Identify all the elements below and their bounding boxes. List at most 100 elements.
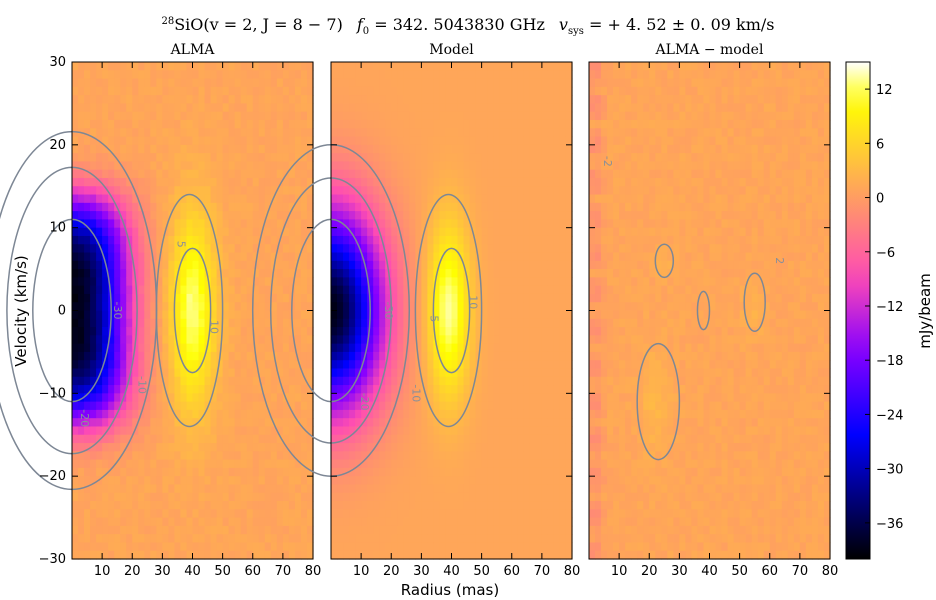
heatmap-cell (162, 525, 170, 535)
heatmap-cell (343, 517, 350, 527)
heatmap-cell (156, 501, 163, 510)
heatmap-cell (240, 252, 248, 262)
heatmap-cell (505, 86, 513, 96)
heatmap-cell (240, 368, 248, 378)
heatmap-cell (138, 492, 145, 502)
heatmap-cell (481, 136, 489, 146)
heatmap-cell (547, 492, 555, 502)
heatmap-cell (427, 385, 435, 394)
heatmap-cell (120, 443, 127, 452)
heatmap-cell (499, 235, 507, 245)
heatmap-cell (361, 153, 368, 162)
heatmap-cell (529, 95, 537, 105)
heatmap-cell (306, 302, 314, 312)
heatmap-cell (294, 409, 302, 419)
heatmap-cell (541, 351, 549, 361)
heatmap-cell (589, 492, 596, 502)
heatmap-cell (385, 277, 392, 287)
heatmap-cell (78, 302, 85, 312)
heatmap-cell (409, 327, 416, 336)
heatmap-cell (439, 385, 447, 394)
heatmap-cell (96, 368, 103, 378)
heatmap-cell (409, 70, 416, 80)
heatmap-cell (379, 509, 386, 519)
heatmap-cell (264, 144, 272, 154)
heatmap-cell (493, 343, 501, 353)
heatmap-cell (445, 467, 453, 477)
heatmap-cell (138, 525, 145, 535)
heatmap-cell (505, 269, 513, 278)
heatmap-cell (180, 434, 188, 444)
heatmap-cell (553, 509, 561, 519)
heatmap-cell (373, 211, 380, 220)
heatmap-cell (120, 211, 127, 220)
heatmap-cell (337, 360, 344, 370)
heatmap-cell (493, 351, 501, 361)
heatmap-cell (72, 260, 79, 270)
heatmap-cell (132, 509, 139, 519)
heatmap-cell (252, 111, 260, 121)
heatmap-cell (246, 202, 254, 212)
heatmap-cell (343, 194, 350, 204)
heatmap-cell (96, 211, 103, 220)
heatmap-cell (385, 302, 392, 312)
heatmap-cell (168, 418, 176, 428)
heatmap-cell (300, 385, 308, 394)
heatmap-cell (294, 119, 302, 129)
heatmap-cell (288, 70, 296, 80)
heatmap-cell (457, 327, 465, 336)
heatmap-cell (553, 186, 561, 196)
heatmap-cell (78, 227, 85, 237)
heatmap-cell (439, 153, 447, 162)
heatmap-cell (186, 128, 194, 138)
heatmap-cell (204, 343, 212, 353)
heatmap-cell (174, 534, 182, 544)
heatmap-cell (361, 161, 368, 171)
heatmap-cell (162, 62, 170, 71)
heatmap-cell (264, 119, 272, 129)
heatmap-cell (397, 95, 404, 105)
heatmap-cell (559, 194, 567, 204)
heatmap-cell (445, 434, 453, 444)
heatmap-cell (343, 542, 350, 552)
heatmap-cell (306, 244, 314, 254)
heatmap-cell (451, 95, 459, 105)
heatmap-cell (379, 335, 386, 345)
heatmap-cell (222, 103, 230, 113)
heatmap-cell (367, 467, 374, 477)
heatmap-cell (505, 252, 513, 262)
heatmap-cell (192, 119, 200, 129)
heatmap-cell (258, 244, 266, 254)
heatmap-cell (186, 86, 194, 96)
heatmap-cell (306, 169, 314, 179)
heatmap-cell (132, 302, 139, 312)
heatmap-cell (457, 153, 465, 162)
heatmap-cell (204, 393, 212, 403)
heatmap-cell (234, 211, 242, 220)
heatmap-cell (439, 476, 447, 486)
heatmap-cell (517, 376, 525, 386)
heatmap-cell (487, 368, 495, 378)
heatmap-cell (547, 434, 555, 444)
heatmap-cell (445, 525, 453, 535)
heatmap-cell (541, 78, 549, 88)
heatmap-cell (565, 70, 573, 80)
heatmap-cell (132, 501, 139, 510)
heatmap-cell (373, 525, 380, 535)
heatmap-cell (120, 376, 127, 386)
heatmap-cell (349, 434, 356, 444)
heatmap-cell (282, 177, 290, 187)
heatmap-cell (385, 484, 392, 494)
heatmap-cell (186, 227, 194, 237)
heatmap-cell (96, 351, 103, 361)
heatmap-cell (337, 244, 344, 254)
heatmap-cell (511, 95, 519, 105)
heatmap-cell (349, 202, 356, 212)
heatmap-cell (180, 534, 188, 544)
heatmap-cell (559, 244, 567, 254)
heatmap-cell (300, 95, 308, 105)
heatmap-cell (331, 509, 338, 519)
heatmap-cell (192, 269, 200, 278)
heatmap-cell (475, 144, 483, 154)
heatmap-cell (264, 517, 272, 527)
